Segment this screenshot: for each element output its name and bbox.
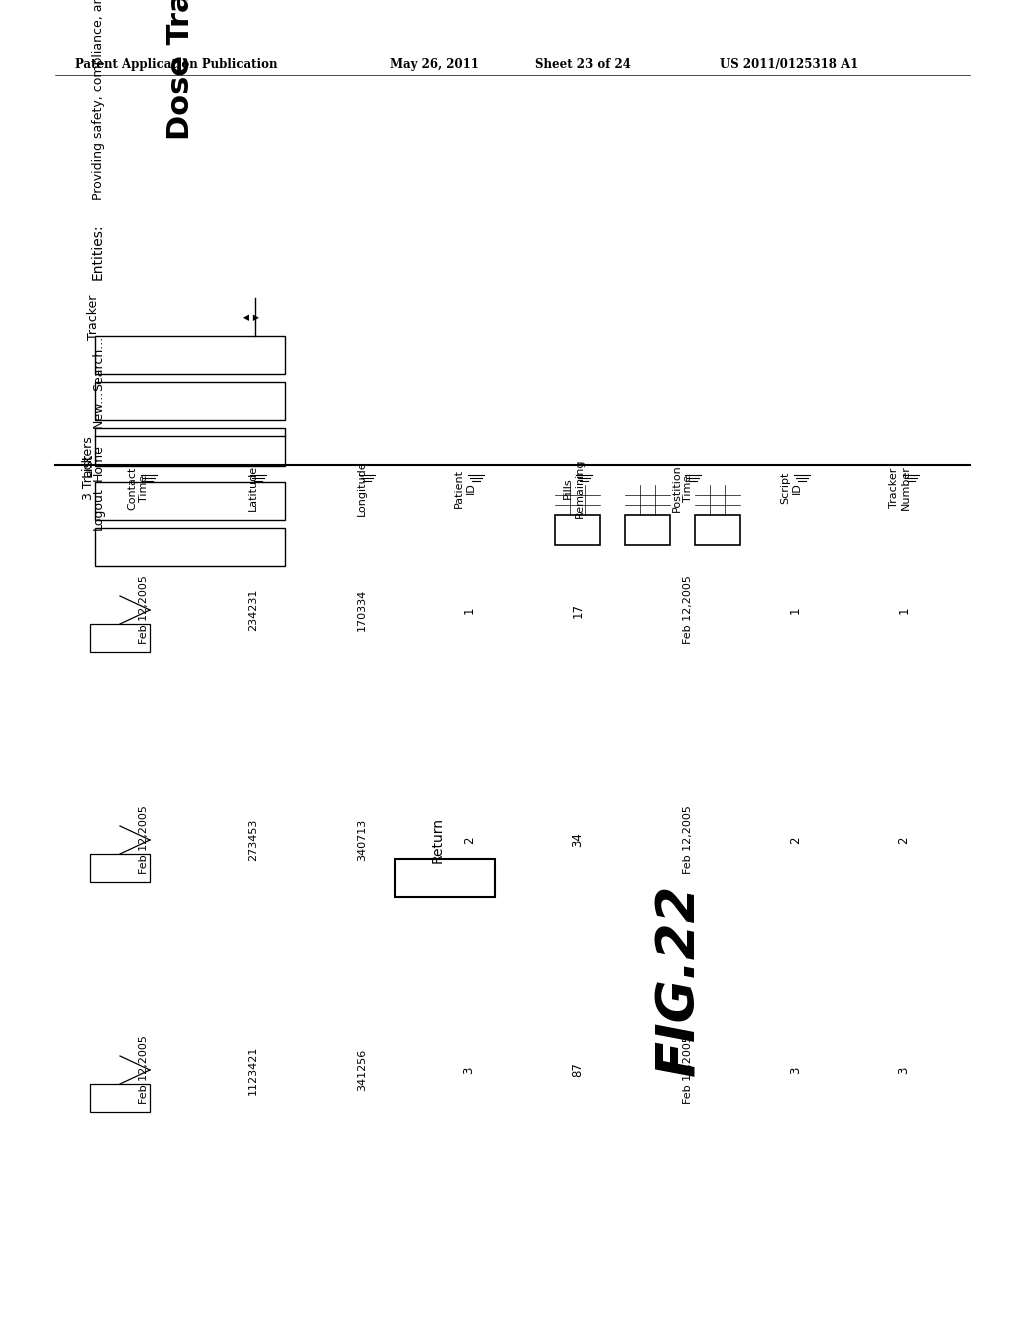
Text: ▲
▼: ▲ ▼ (242, 314, 261, 321)
Text: Feb 12,2005: Feb 12,2005 (683, 805, 693, 874)
Text: 1: 1 (898, 606, 910, 614)
Text: 87: 87 (571, 1063, 585, 1077)
Text: Providing safety, compliance, and continuity for medication.: Providing safety, compliance, and contin… (92, 0, 105, 201)
Text: May 26, 2011: May 26, 2011 (390, 58, 479, 71)
Text: Entities:: Entities: (91, 223, 105, 280)
Text: Contact
Time: Contact Time (128, 466, 150, 510)
Bar (625, 515, 670, 545)
Text: 273453: 273453 (248, 818, 258, 861)
Text: Script
ID: Script ID (780, 471, 802, 504)
Text: Dose Tracker Direct:: Dose Tracker Direct: (166, 0, 195, 140)
Text: 2: 2 (463, 837, 475, 843)
Text: 2: 2 (788, 837, 802, 843)
Text: 3: 3 (898, 1067, 910, 1073)
Text: Longitude: Longitude (357, 461, 367, 516)
Text: 170334: 170334 (357, 589, 367, 631)
Text: 340713: 340713 (357, 818, 367, 861)
Text: Feb 12,2005: Feb 12,2005 (683, 1036, 693, 1105)
Bar (95, 337, 285, 374)
Text: Tracker
Number: Tracker Number (889, 466, 910, 511)
Text: 17: 17 (571, 602, 585, 618)
Text: Return: Return (431, 817, 445, 863)
Text: US 2011/0125318 A1: US 2011/0125318 A1 (720, 58, 858, 71)
Bar (555, 515, 600, 545)
Bar (95, 528, 285, 566)
Text: Home: Home (92, 445, 105, 482)
Text: 2: 2 (898, 837, 910, 843)
Text: 1: 1 (463, 606, 475, 614)
Text: FIG.22: FIG.22 (653, 884, 705, 1076)
Text: 3: 3 (463, 1067, 475, 1073)
Text: 34: 34 (571, 833, 585, 847)
Text: 1: 1 (788, 606, 802, 614)
Text: 3: 3 (788, 1067, 802, 1073)
Bar (90, 624, 150, 652)
Text: Tracker: Tracker (87, 294, 100, 339)
Text: Feb 12,2005: Feb 12,2005 (139, 805, 150, 874)
Text: Feb 12,2005: Feb 12,2005 (683, 576, 693, 644)
Text: Latitude: Latitude (248, 465, 258, 511)
Text: 1123421: 1123421 (248, 1045, 258, 1094)
Bar (95, 428, 285, 466)
Text: Feb 12,2005: Feb 12,2005 (139, 576, 150, 644)
Bar (90, 1084, 150, 1111)
Text: New...: New... (92, 389, 105, 428)
Text: Patient
ID: Patient ID (454, 469, 475, 507)
Bar (395, 859, 495, 898)
Text: Pills
Remaining: Pills Remaining (563, 458, 585, 517)
Bar (90, 854, 150, 882)
Text: List: List (81, 453, 95, 477)
Bar (95, 381, 285, 420)
Bar (95, 482, 285, 520)
Text: Logout: Logout (92, 487, 105, 531)
Text: 3 Trackers: 3 Trackers (82, 436, 95, 500)
Text: Postition
Time: Postition Time (672, 465, 693, 512)
Text: Sheet 23 of 24: Sheet 23 of 24 (535, 58, 631, 71)
Text: Feb 12,2005: Feb 12,2005 (139, 1036, 150, 1105)
Text: 234231: 234231 (248, 589, 258, 631)
Bar (695, 515, 740, 545)
Text: Search...: Search... (92, 335, 105, 391)
Text: 341256: 341256 (357, 1049, 367, 1092)
Text: Patent Application Publication: Patent Application Publication (75, 58, 278, 71)
